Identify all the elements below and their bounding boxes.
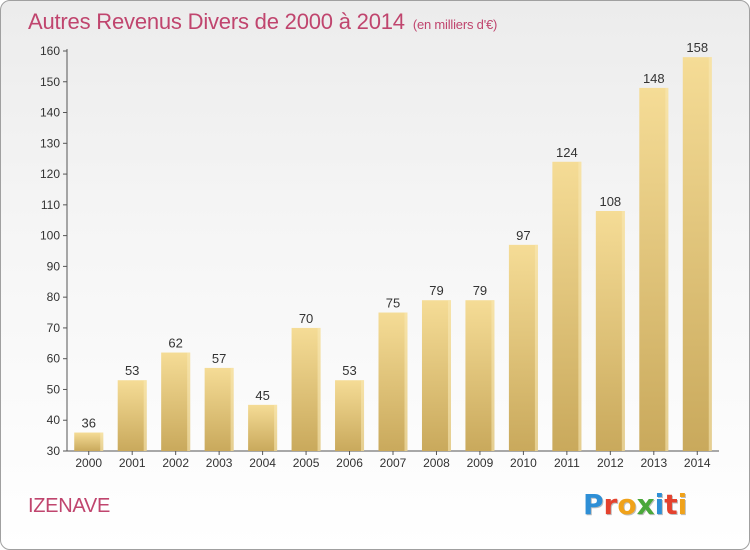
bar-2003 [204,367,234,451]
x-tick-label: 2007 [380,456,407,470]
y-tick-label: 30 [47,444,61,458]
bar-2014 [682,57,712,452]
bar-2000 [74,432,104,451]
x-tick-label: 2011 [554,456,580,470]
value-label: 124 [556,145,578,160]
bar-2013 [639,87,669,451]
logo-letter: o [617,488,637,521]
bar-2011 [552,161,582,451]
bar-highlight [447,300,451,451]
y-tick-label: 110 [41,198,60,212]
y-tick-label: 40 [47,413,61,427]
x-tick-label: 2012 [597,456,624,470]
x-tick-label: 2005 [293,456,320,470]
x-tick-label: 2000 [75,456,102,470]
value-label: 79 [429,283,443,298]
y-tick-label: 100 [40,229,60,243]
value-label: 45 [255,388,269,403]
bar-2012 [595,211,625,451]
x-tick-label: 2003 [206,456,233,470]
bar-2001 [117,380,147,451]
bar-highlight [621,211,625,451]
value-label: 53 [342,363,356,378]
proxiti-logo[interactable]: Proxiti [583,488,687,521]
y-tick-label: 50 [47,382,61,396]
bar-highlight [100,432,104,451]
value-label: 62 [168,336,182,351]
bar-2007 [378,312,408,451]
place-label: IZENAVE [28,495,110,517]
chart-title-text: Autres Revenus Divers de 2000 à 2014 [28,9,405,34]
x-axis: 2000 2001 2002 2003 2004 2005 2006 2007 2008 2009… [67,450,719,470]
bar-2002 [161,352,191,451]
bar-highlight [187,352,191,451]
y-tick-label: 140 [40,106,60,120]
x-tick-label: 2001 [119,456,146,470]
bar-highlight [491,300,495,451]
bar-highlight [317,327,321,451]
bar-highlight [361,380,365,451]
y-axis: 30 40 50 60 70 80 90 100 110 120 130 140 150 160 [40,44,68,458]
bar-2004 [248,404,278,451]
x-tick-label: 2008 [423,456,450,470]
logo-letter: x [636,488,655,521]
bar-highlight [534,244,538,451]
bar-highlight [143,380,147,451]
value-label: 79 [473,283,487,298]
x-tick-label: 2010 [510,456,537,470]
value-label: 108 [599,194,621,209]
x-tick-label: 2013 [640,456,667,470]
value-labels: 36 53 62 57 45 70 53 75 79 79 97 124 108 148 158 [81,40,708,430]
x-tick-label: 2014 [684,456,711,470]
x-tick-label: 2004 [249,456,276,470]
logo-letter: i [677,488,688,521]
bar-2009 [465,300,495,451]
bar-highlight [578,161,582,451]
bar-highlight [404,312,408,451]
chart-title: Autres Revenus Divers de 2000 à 2014 (en … [28,9,497,35]
y-tick-label: 90 [47,259,61,273]
bar-highlight [665,87,669,451]
bar-highlight [274,404,278,451]
value-label: 70 [299,311,313,326]
bar-2008 [421,300,451,451]
chart-unit: (en milliers d'€) [412,17,498,32]
value-label: 97 [516,228,530,243]
y-tick-label: 70 [47,321,61,335]
x-tick-label: 2006 [336,456,363,470]
value-label: 75 [386,296,400,311]
y-tick-label: 130 [40,136,60,150]
x-tick-label: 2009 [467,456,494,470]
bar-highlight [708,57,712,452]
logo-letter: i [654,488,665,521]
value-label: 148 [643,71,665,86]
value-label: 36 [81,416,95,431]
y-tick-label: 120 [40,167,60,181]
x-tick-label: 2002 [162,456,189,470]
value-label: 53 [125,363,139,378]
y-tick-label: 80 [47,290,61,304]
logo-letter: P [583,488,604,521]
bar-2006 [335,380,365,451]
y-tick-label: 150 [40,75,60,89]
value-label: 158 [686,40,708,55]
value-label: 57 [212,351,226,366]
bars [74,57,712,452]
bar-2005 [291,327,321,451]
bar-highlight [230,367,234,451]
logo-letter: t [664,488,678,521]
bar-2010 [508,244,538,451]
logo-letter: r [603,488,618,521]
y-tick-label: 60 [47,352,61,366]
y-tick-label: 160 [40,44,60,58]
